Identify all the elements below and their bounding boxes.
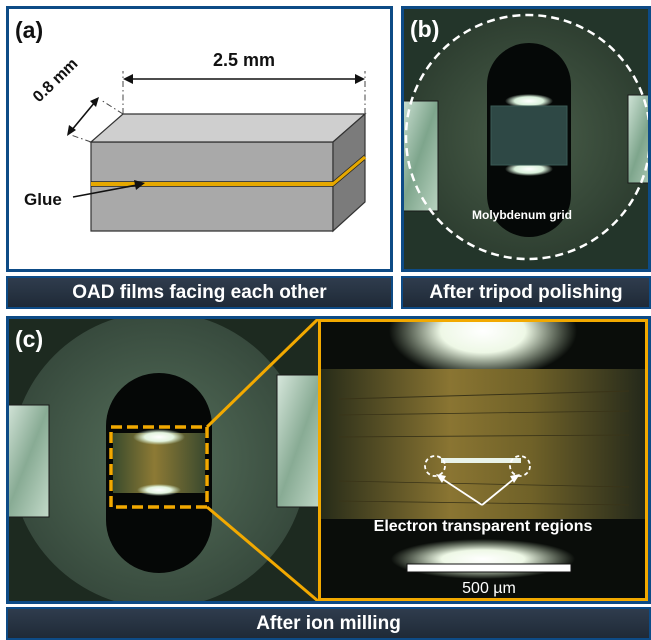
ion-milled-micrographs: Electron transparent regions 500 µm (c)	[9, 319, 648, 601]
panel-label-b: (b)	[410, 16, 439, 42]
grid-outline-circle	[404, 13, 648, 261]
molybdenum-grid-label: Molybdenum grid	[472, 208, 572, 222]
panel-c: Electron transparent regions 500 µm (c)	[6, 316, 651, 604]
length-label: 2.5 mm	[213, 50, 275, 70]
block-top-face	[89, 113, 367, 143]
panel-b: (b) Molybdenum grid	[401, 6, 651, 272]
glued-block-diagram: (a) 2.5 mm 0.8 mm Glue	[15, 17, 367, 233]
glue-layer	[91, 155, 367, 186]
transparent-region-left	[424, 455, 446, 477]
grid-tab-right	[627, 94, 648, 184]
scale-bar-label: 500 µm	[462, 580, 516, 597]
perforation-slit	[441, 458, 521, 463]
thickness-dimension-arrow	[70, 101, 96, 132]
polished-sample	[491, 106, 567, 165]
panel-a: (a) 2.5 mm 0.8 mm Glue	[6, 6, 393, 272]
grid-tab-right-c	[276, 374, 324, 508]
panel-label-a: (a)	[15, 17, 43, 43]
zoom-region-box	[109, 425, 209, 509]
zoom-connector-top	[205, 319, 320, 429]
panel-label-c: (c)	[15, 326, 43, 352]
glue-label: Glue	[24, 190, 62, 209]
electron-transparent-label: Electron transparent regions	[374, 518, 593, 535]
glue-pointer-arrow	[72, 184, 138, 198]
zoom-connector-bottom	[206, 505, 319, 601]
thinned-film-band	[318, 369, 648, 519]
transparent-region-right	[509, 455, 531, 477]
tripod-polished-micrograph: (b) Molybdenum grid	[404, 9, 648, 269]
thickness-label: 0.8 mm	[30, 55, 81, 106]
caption-a: OAD films facing each other	[6, 276, 393, 309]
caption-b: After tripod polishing	[401, 276, 651, 309]
zoom-frame	[318, 319, 648, 601]
scale-bar	[406, 563, 572, 573]
caption-c: After ion milling	[6, 607, 651, 640]
grid-tab-left-c	[9, 404, 50, 518]
grid-tab-left	[404, 100, 439, 212]
